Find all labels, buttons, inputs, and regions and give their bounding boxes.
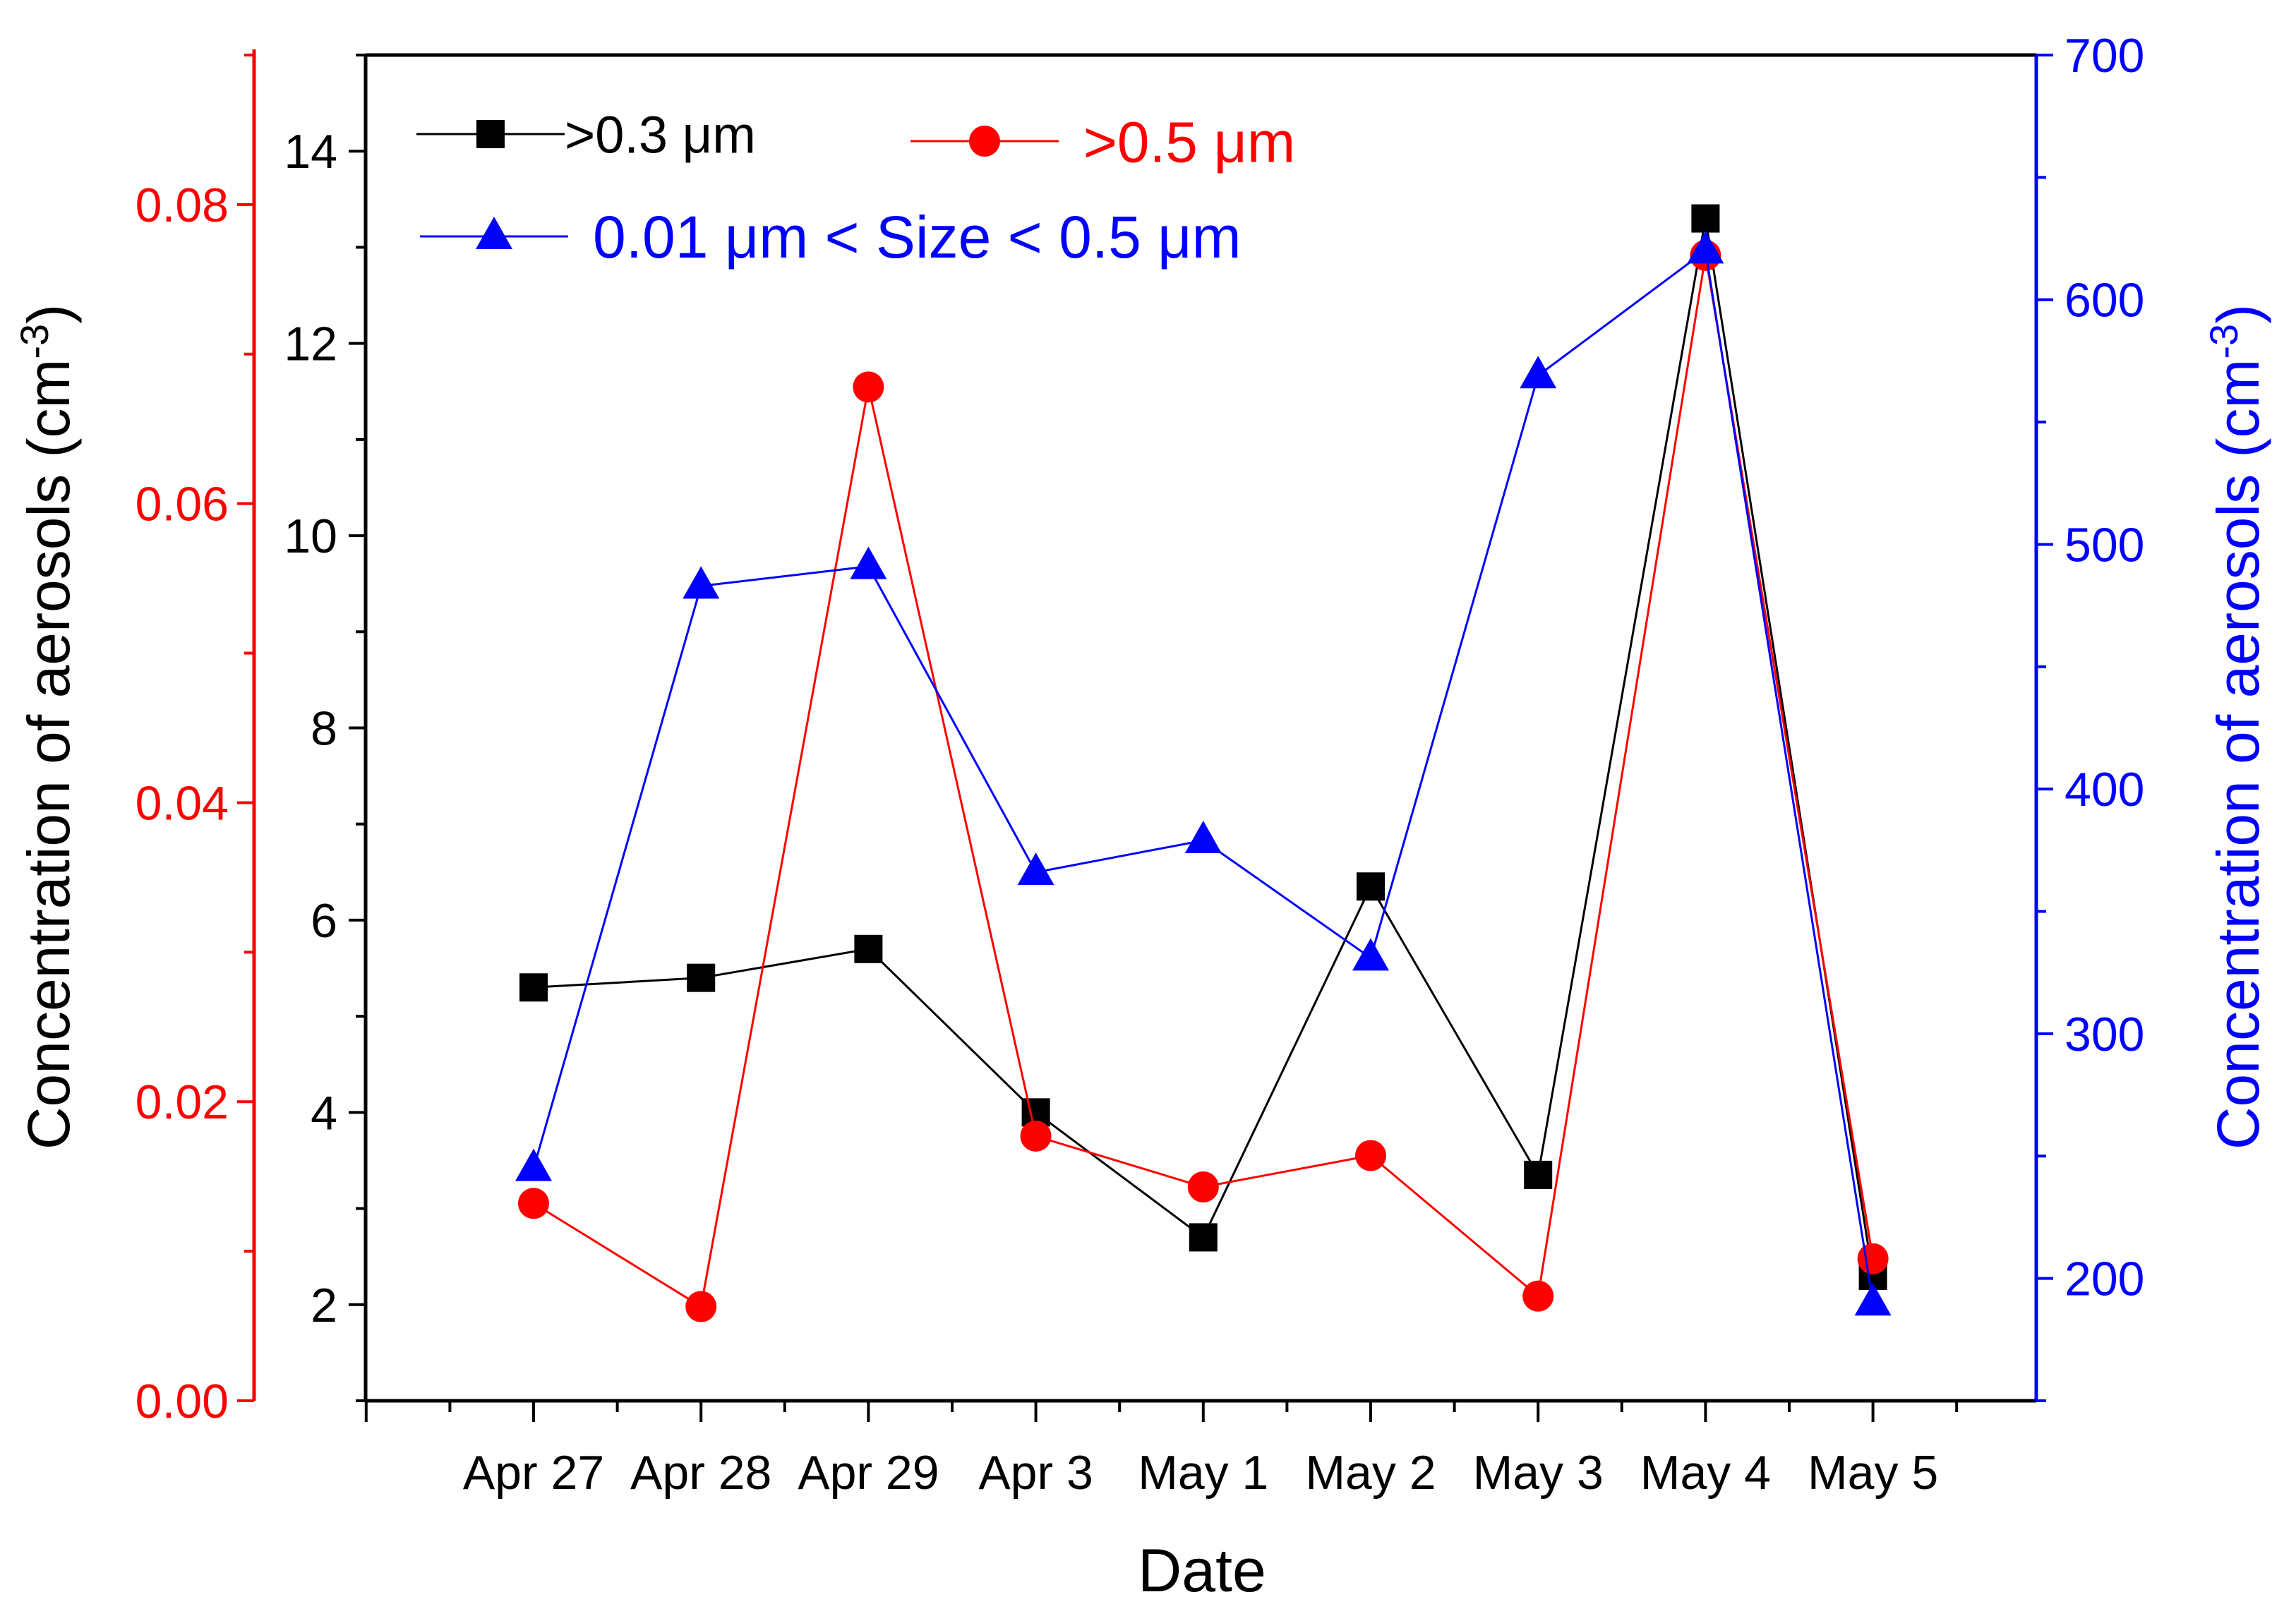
x-tick-label: Apr 3 bbox=[978, 1446, 1093, 1500]
data-point-circle bbox=[1187, 1171, 1219, 1202]
data-point-triangle bbox=[1017, 852, 1054, 886]
left-black-tick-label: 4 bbox=[311, 1086, 337, 1140]
data-point-triangle bbox=[850, 546, 887, 579]
x-tick-label: May 2 bbox=[1305, 1446, 1436, 1500]
right-blue-tick-label: 500 bbox=[2064, 518, 2144, 572]
data-point-square bbox=[519, 973, 548, 1002]
data-point-circle bbox=[853, 371, 884, 403]
x-tick-label: May 5 bbox=[1808, 1446, 1938, 1500]
data-point-circle bbox=[1522, 1280, 1554, 1312]
data-point-triangle bbox=[1854, 1283, 1892, 1316]
left-red-tick-label: 0.02 bbox=[136, 1075, 229, 1129]
left-y-axis-title: Concentration of aerosols (cm-3) bbox=[12, 304, 82, 1150]
left-red-tick-label: 0.00 bbox=[136, 1375, 229, 1428]
axes-layer: 2 4 6 8 10 12 14 0.00 0.02 0.04 0.06 0.08 200 300 400 5… bbox=[12, 29, 2271, 1500]
data-point-square bbox=[1357, 872, 1385, 901]
data-point-square bbox=[1691, 204, 1720, 233]
data-point-circle bbox=[1355, 1140, 1386, 1171]
data-point-square bbox=[1524, 1160, 1553, 1189]
data-point-circle bbox=[1857, 1243, 1889, 1274]
left-red-tick-label: 0.04 bbox=[136, 776, 229, 830]
x-tick-label: Apr 27 bbox=[463, 1446, 604, 1500]
x-axis-title: Date bbox=[1138, 1537, 1266, 1605]
right-blue-tick-label: 200 bbox=[2064, 1253, 2144, 1306]
right-blue-tick-label: 400 bbox=[2064, 763, 2144, 816]
left-black-tick-label: 12 bbox=[284, 318, 337, 371]
data-point-square bbox=[687, 963, 716, 992]
x-tick-label: Apr 29 bbox=[798, 1446, 939, 1500]
data-point-circle bbox=[1020, 1120, 1052, 1152]
x-tick-label: Apr 28 bbox=[630, 1446, 771, 1500]
legend-label-triangle: 0.01 μm < Size < 0.5 μm bbox=[593, 204, 1242, 270]
legend-label-circle: >0.5 μm bbox=[1083, 111, 1295, 175]
data-point-triangle bbox=[1687, 231, 1724, 264]
legend-marker-square bbox=[476, 120, 505, 148]
data-point-triangle bbox=[1520, 356, 1557, 389]
left-black-tick-label: 2 bbox=[311, 1279, 337, 1332]
right-y-axis-title: Concentration of aerosols (cm-3) bbox=[2201, 304, 2271, 1150]
data-point-triangle bbox=[683, 566, 720, 599]
legend-label-square: >0.3 μm bbox=[565, 106, 756, 164]
data-point-circle bbox=[685, 1291, 717, 1322]
right-blue-tick-label: 700 bbox=[2064, 29, 2144, 83]
right-blue-tick-label: 600 bbox=[2064, 274, 2144, 327]
legend-marker-triangle bbox=[476, 217, 512, 249]
left-red-tick-label: 0.08 bbox=[136, 179, 229, 232]
left-black-tick-label: 14 bbox=[284, 125, 337, 179]
right-blue-tick-label: 300 bbox=[2064, 1008, 2144, 1061]
data-point-circle bbox=[518, 1188, 549, 1219]
left-black-tick-label: 8 bbox=[311, 702, 337, 756]
x-tick-label: May 3 bbox=[1473, 1446, 1604, 1500]
data-point-square bbox=[854, 934, 883, 963]
data-point-square bbox=[1189, 1223, 1218, 1252]
x-tick-label: May 4 bbox=[1640, 1446, 1771, 1500]
left-black-tick-label: 10 bbox=[284, 509, 337, 563]
x-tick-label: May 1 bbox=[1138, 1446, 1268, 1500]
legend-marker-circle bbox=[969, 126, 1000, 157]
series-layer bbox=[515, 204, 1892, 1322]
data-point-triangle bbox=[1352, 938, 1389, 971]
data-point-triangle bbox=[515, 1148, 552, 1181]
left-black-tick-label: 6 bbox=[311, 894, 337, 948]
left-red-tick-label: 0.06 bbox=[136, 478, 229, 531]
legend: >0.3 μm >0.5 μm 0.01 μm < Size < 0.5 μm bbox=[416, 106, 1295, 270]
data-point-triangle bbox=[1184, 820, 1222, 853]
